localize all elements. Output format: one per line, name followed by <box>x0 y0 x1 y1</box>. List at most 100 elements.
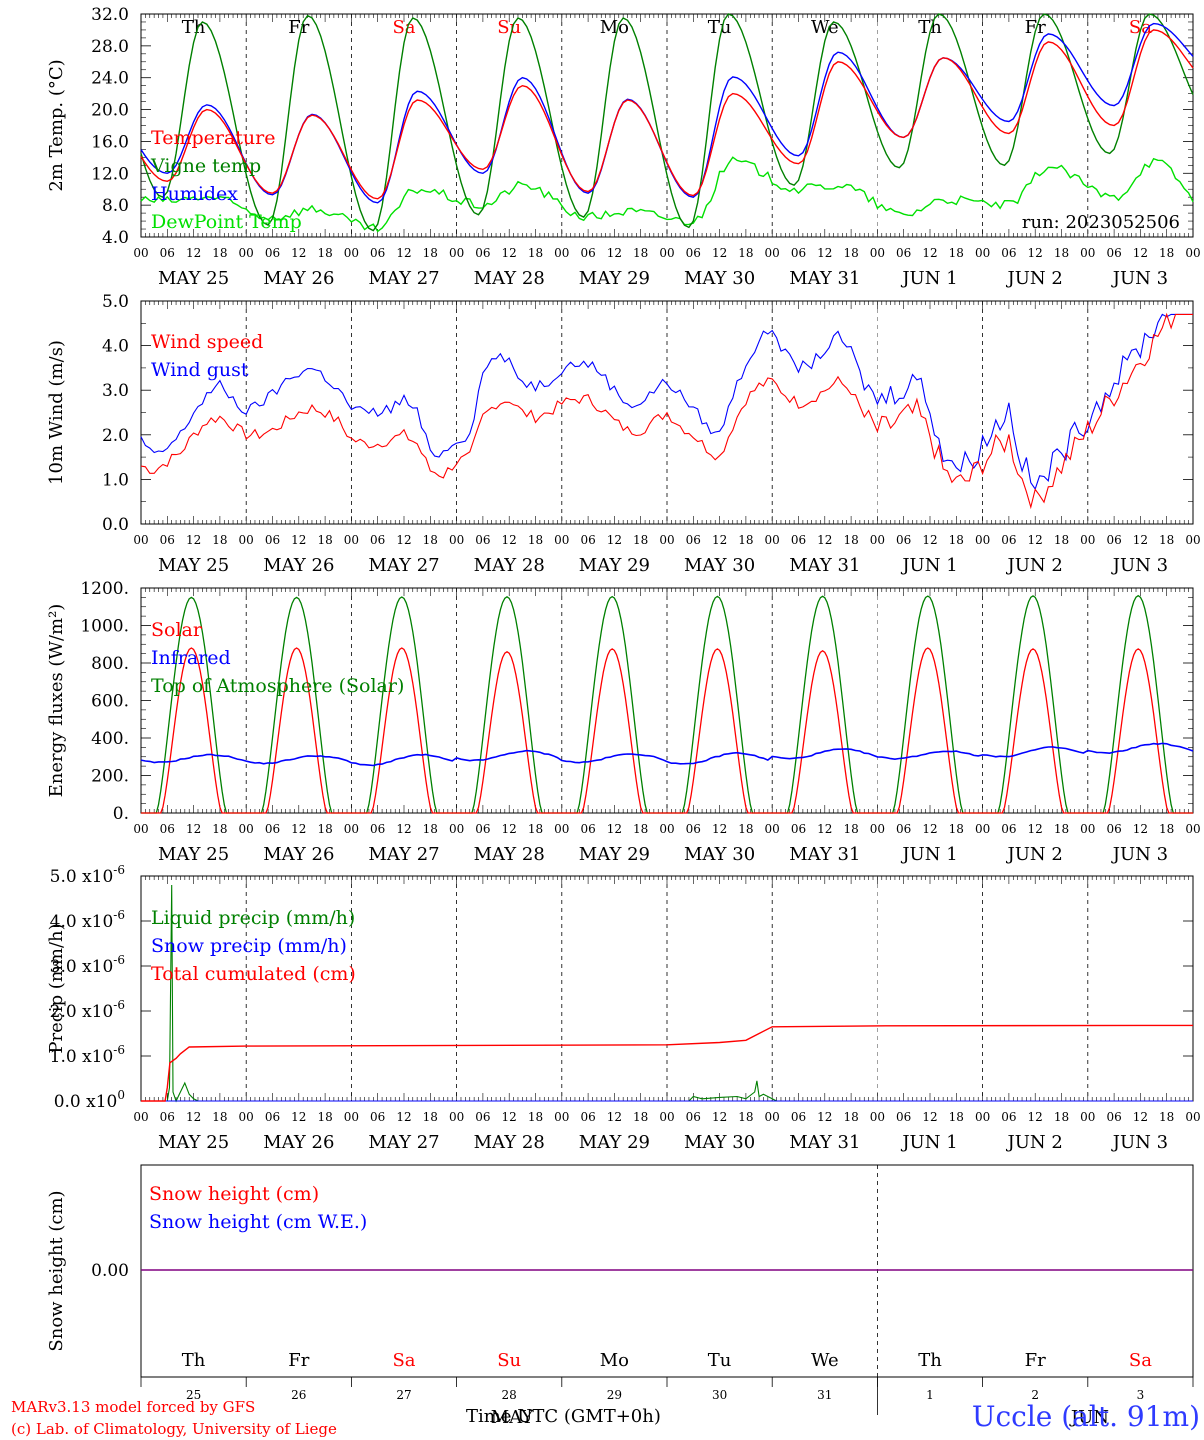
hour-label: 06 <box>580 822 595 836</box>
date-label: MAY 27 <box>368 268 439 289</box>
legend-entry: Top of Atmosphere (Solar) <box>151 675 404 697</box>
hour-label: 06 <box>1106 1110 1121 1124</box>
hour-label: 00 <box>239 246 254 260</box>
hour-label: 12 <box>291 246 306 260</box>
hour-label: 12 <box>1133 1110 1148 1124</box>
hour-label: 12 <box>1028 246 1043 260</box>
hour-label: 06 <box>686 246 701 260</box>
date-label: MAY 27 <box>368 844 439 865</box>
hour-label: 12 <box>291 533 306 547</box>
hour-label: 12 <box>291 1110 306 1124</box>
date-label: MAY 28 <box>474 844 545 865</box>
hour-label: 06 <box>686 1110 701 1124</box>
y-tick-label: 0.0 x100 <box>54 1088 125 1112</box>
date-label: JUN 3 <box>1111 268 1168 289</box>
hour-label: 06 <box>1001 246 1016 260</box>
y-tick-label: 32.0 <box>91 5 129 25</box>
hour-label: 18 <box>212 533 227 547</box>
hour-label: 18 <box>738 246 753 260</box>
y-axis-label: Precip (mm/h) <box>46 923 67 1053</box>
hour-label: 12 <box>291 822 306 836</box>
weekday-label: Sa <box>392 17 415 38</box>
date-label: MAY 30 <box>684 268 755 289</box>
vigne-series <box>140 13 1194 232</box>
panel-5: 0.00 Snow height (cm) Snow height (cm) Snow… <box>46 1164 1194 1428</box>
date-label: JUN 1 <box>900 268 957 289</box>
hour-label: 18 <box>528 822 543 836</box>
date-label: MAY 29 <box>579 1132 650 1153</box>
date-label: JUN 3 <box>1111 1132 1168 1153</box>
hour-label: 12 <box>1133 822 1148 836</box>
hour-label: 06 <box>580 533 595 547</box>
y-tick-label: 1.0 x10-6 <box>50 1043 125 1067</box>
month-label-may: MAY <box>491 1407 535 1428</box>
legend-entry: Snow precip (mm/h) <box>151 935 347 957</box>
date-label: MAY 26 <box>263 555 334 576</box>
date-label: MAY 28 <box>474 555 545 576</box>
day-number-label: 27 <box>396 1388 411 1402</box>
total-cumulated-series <box>141 1024 1194 1102</box>
y-tick-label: 600. <box>91 692 129 712</box>
hour-label: 12 <box>817 1110 832 1124</box>
hour-label: 06 <box>265 822 280 836</box>
hour-label: 18 <box>317 533 332 547</box>
hour-label: 06 <box>160 246 175 260</box>
hour-label: 00 <box>554 1110 569 1124</box>
wind-speed-series <box>140 312 1193 510</box>
legend-entry: Snow height (cm) <box>149 1183 319 1205</box>
hour-label: 18 <box>317 822 332 836</box>
hour-label: 12 <box>712 246 727 260</box>
date-label: JUN 2 <box>1006 844 1063 865</box>
hour-label: 18 <box>843 246 858 260</box>
y-tick-label: 800. <box>91 654 129 674</box>
hour-label: 18 <box>949 533 964 547</box>
footer: MARv3.13 model forced by GFS (c) Lab. of… <box>0 1396 1204 1440</box>
y-tick-label: 0.00 <box>91 1261 129 1281</box>
day-number-label: 29 <box>607 1388 622 1402</box>
date-label: MAY 25 <box>158 268 229 289</box>
date-label: MAY 29 <box>579 555 650 576</box>
hour-label: 06 <box>160 1110 175 1124</box>
hour-label: 00 <box>239 822 254 836</box>
month-label-jun: JUN <box>1069 1407 1109 1428</box>
hour-label: 12 <box>712 822 727 836</box>
date-label: MAY 30 <box>684 1132 755 1153</box>
hour-label: 12 <box>922 246 937 260</box>
hour-label: 00 <box>1185 822 1200 836</box>
hour-label: 12 <box>922 822 937 836</box>
y-tick-label: 4.0 x10-6 <box>50 908 125 932</box>
y-tick-label: 5.0 <box>102 292 129 312</box>
dewpoint-series <box>140 156 1194 233</box>
hour-label: 12 <box>817 533 832 547</box>
hour-label: 00 <box>1080 533 1095 547</box>
date-label: MAY 26 <box>263 268 334 289</box>
day-number-label: 26 <box>291 1388 306 1402</box>
hour-label: 18 <box>423 822 438 836</box>
legend-entry: Snow height (cm W.E.) <box>149 1211 367 1233</box>
hour-label: 00 <box>239 533 254 547</box>
date-label: JUN 3 <box>1111 555 1168 576</box>
hour-label: 00 <box>765 822 780 836</box>
y-axis-label: 2m Temp. (°C) <box>46 59 67 191</box>
hour-label: 00 <box>133 246 148 260</box>
hour-label: 06 <box>791 533 806 547</box>
hour-label: 06 <box>475 1110 490 1124</box>
hour-label: 06 <box>791 246 806 260</box>
hour-label: 00 <box>870 822 885 836</box>
date-label: JUN 2 <box>1006 268 1063 289</box>
date-label: MAY 26 <box>263 844 334 865</box>
y-tick-label: 1000. <box>80 617 129 637</box>
weekday-label: Su <box>497 17 521 38</box>
hour-label: 06 <box>791 1110 806 1124</box>
y-tick-label: 0.0 <box>102 515 129 535</box>
date-label: JUN 2 <box>1006 555 1063 576</box>
hour-label: 00 <box>1080 1110 1095 1124</box>
y-tick-label: 1200. <box>80 579 129 599</box>
y-tick-label: 24.0 <box>91 69 129 89</box>
hour-label: 00 <box>1080 246 1095 260</box>
hour-label: 12 <box>1028 822 1043 836</box>
hour-label: 18 <box>212 246 227 260</box>
hour-label: 00 <box>659 1110 674 1124</box>
hour-label: 06 <box>1106 246 1121 260</box>
date-label: MAY 27 <box>368 555 439 576</box>
